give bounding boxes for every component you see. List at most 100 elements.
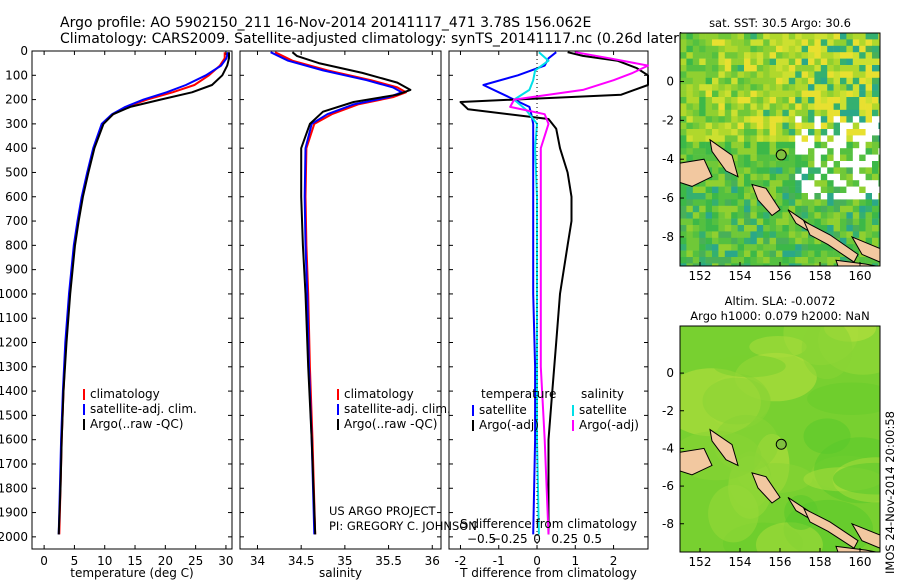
sst-cell [769, 116, 777, 123]
sst-cell [795, 161, 802, 168]
sst-cell [750, 257, 758, 264]
sst-cell [820, 109, 828, 117]
sst-cell [852, 225, 860, 232]
sst-cell [795, 65, 802, 72]
sst-cell [737, 244, 745, 251]
sst-cell [801, 45, 809, 53]
sst-cell [872, 231, 879, 239]
sst-cell [788, 77, 796, 85]
sst-cell [731, 141, 738, 149]
sst-cell [705, 97, 713, 104]
sst-cell [808, 167, 815, 175]
sst-cell [731, 193, 738, 200]
sst-cell [731, 103, 738, 111]
sst-cell [756, 237, 764, 245]
sst-cell [852, 212, 860, 219]
sst-cell [865, 33, 873, 40]
sst-cell [737, 180, 745, 187]
sst-cell [731, 250, 738, 258]
sst-cell [705, 71, 713, 79]
sst-cell [744, 199, 751, 207]
sst-cell [865, 39, 873, 47]
sst-cell [820, 161, 828, 168]
sst-cell [731, 122, 738, 130]
sst-cell [756, 218, 764, 226]
sst-cell [776, 109, 783, 117]
sst-cell [699, 218, 706, 226]
sst-cell [750, 193, 758, 200]
map-title: Altim. SLA: -0.0072 [725, 294, 836, 308]
sst-cell [833, 97, 841, 104]
sst-cell [699, 71, 706, 79]
temperature-axes-box [31, 50, 233, 550]
sst-cell [827, 225, 834, 232]
map-y-tick-label: -8 [662, 517, 674, 531]
sst-cell [878, 212, 880, 219]
sst-cell [705, 52, 713, 59]
sst-cell [808, 173, 815, 181]
sst-cell [680, 250, 687, 258]
s-tick-label: 0.25 [551, 532, 578, 546]
sst-cell [724, 71, 732, 79]
sst-cell [814, 97, 822, 104]
sst-cell [840, 173, 847, 181]
sst-cell [737, 52, 745, 59]
x-tick-label: 35 [337, 554, 352, 568]
sst-cell [724, 116, 732, 123]
sst-cell [827, 205, 834, 213]
sst-cell [744, 135, 751, 143]
sst-cell [801, 231, 809, 239]
sst-cell [724, 250, 732, 258]
sst-cell [724, 52, 732, 59]
project-note-line-1: US ARGO PROJECT [329, 504, 437, 518]
sst-cell [744, 45, 751, 53]
sst-cell [782, 52, 790, 59]
depth-tick-label: 300 [5, 117, 28, 131]
sst-cell [705, 77, 713, 85]
sst-cell [872, 193, 879, 200]
sst-cell [827, 77, 834, 85]
sst-cell [699, 250, 706, 258]
sst-cell [833, 71, 841, 79]
x-tick-label: 20 [158, 554, 173, 568]
sst-cell [808, 186, 815, 194]
sst-cell [712, 193, 719, 200]
sst-cell [801, 103, 809, 111]
sst-cell [769, 148, 777, 155]
sst-cell [756, 39, 764, 47]
sst-cell [744, 77, 751, 85]
sst-cell [718, 90, 726, 98]
sst-cell [699, 141, 706, 149]
sst-cell [814, 103, 822, 111]
sst-cell [744, 186, 751, 194]
sst-cell [731, 225, 738, 232]
sst-cell [833, 77, 841, 85]
land-island [709, 428, 739, 467]
sst-cell [718, 180, 726, 187]
sst-cell [705, 193, 713, 200]
sst-cell [801, 39, 809, 47]
sst-cell [788, 90, 796, 98]
sst-cell [782, 103, 790, 111]
sst-cell [865, 199, 873, 207]
sst-cell [833, 186, 841, 194]
sst-cell [852, 180, 860, 187]
map-x-tick-label: 152 [689, 555, 712, 569]
sst-cell [756, 173, 764, 181]
sst-cell [680, 97, 687, 104]
sst-cell [769, 141, 777, 149]
sst-cell [750, 109, 758, 117]
sst-cell [686, 218, 694, 226]
sst-cell [731, 90, 738, 98]
sst-cell [820, 135, 828, 143]
sst-cell [859, 97, 866, 104]
sst-cell [801, 154, 809, 162]
sst-cell [699, 116, 706, 123]
argo-position-marker [775, 149, 787, 161]
land-island [751, 183, 781, 217]
sst-cell [680, 154, 687, 162]
sst-cell [724, 199, 732, 207]
sst-cell [737, 173, 745, 181]
sst-cell [782, 148, 790, 155]
sst-cell [820, 65, 828, 72]
